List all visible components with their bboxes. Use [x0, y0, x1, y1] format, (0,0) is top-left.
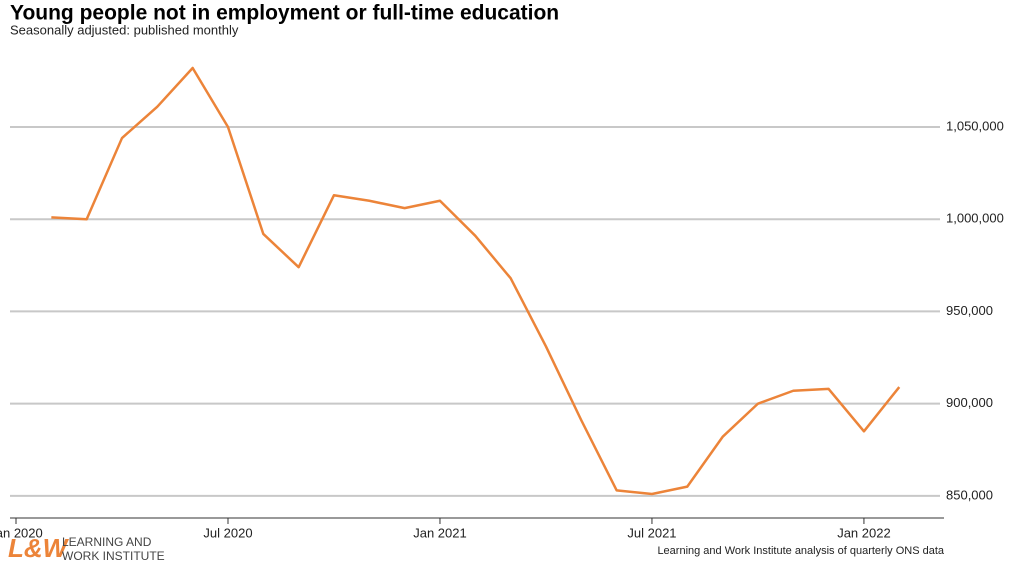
y-tick-label: 850,000: [946, 487, 993, 502]
chart-subtitle: Seasonally adjusted: published monthly: [10, 22, 239, 37]
logo-text: WORK INSTITUTE: [62, 549, 165, 563]
logo-text: LEARNING AND: [62, 535, 152, 549]
y-tick-label: 900,000: [946, 395, 993, 410]
source-note: Learning and Work Institute analysis of …: [657, 545, 944, 557]
x-tick-label: Jan 2020: [0, 525, 43, 540]
x-tick-label: Jul 2021: [627, 525, 676, 540]
chart-title: Young people not in employment or full-t…: [10, 2, 559, 25]
data-line: [51, 66, 901, 496]
x-tick-label: Jul 2020: [203, 525, 252, 540]
y-tick-label: 950,000: [946, 303, 993, 318]
x-tick-label: Jan 2021: [413, 525, 467, 540]
y-tick-label: 1,050,000: [946, 118, 1004, 133]
logo-mark: L&W: [8, 533, 70, 563]
y-tick-label: 1,000,000: [946, 211, 1004, 226]
x-tick-label: Jan 2022: [837, 525, 891, 540]
